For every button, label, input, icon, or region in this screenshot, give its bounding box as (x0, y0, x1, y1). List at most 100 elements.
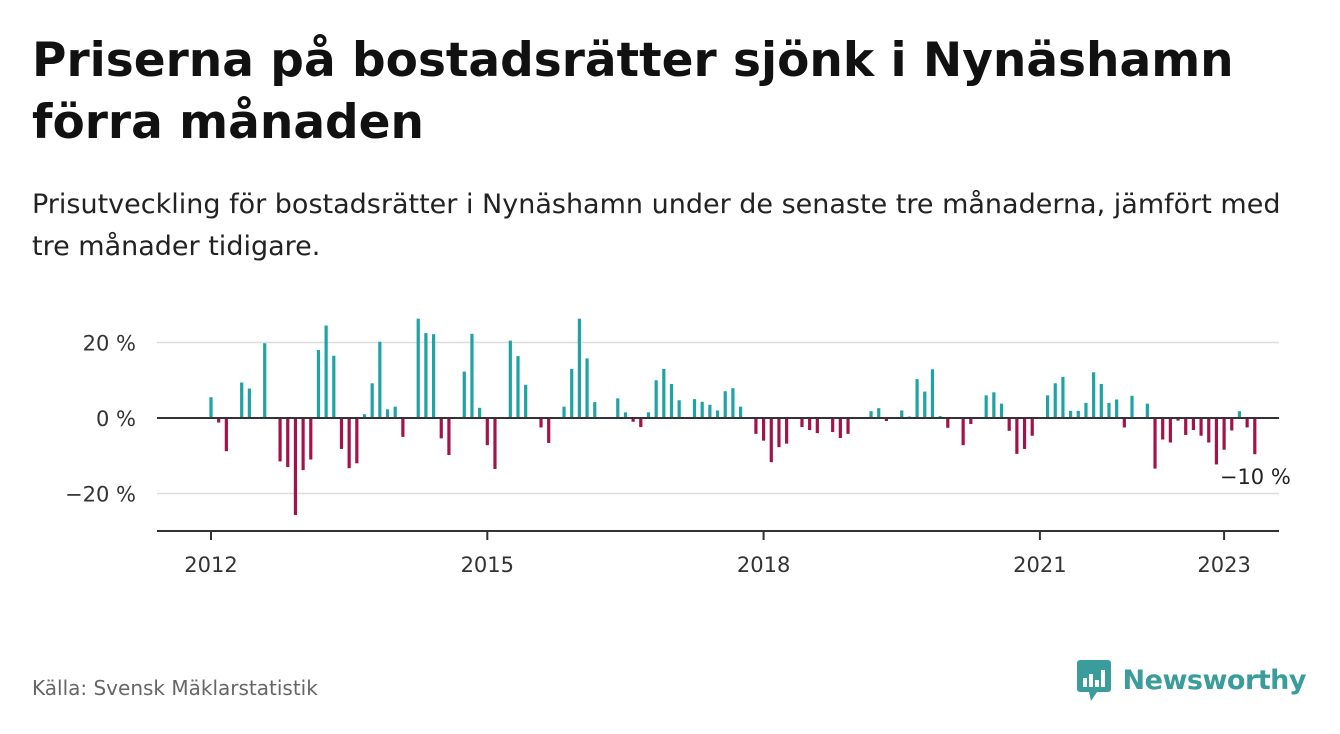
bar (247, 388, 251, 418)
bar (692, 399, 697, 418)
bar (1084, 402, 1088, 418)
bar (884, 418, 888, 422)
bar (662, 368, 666, 418)
bar (1099, 384, 1103, 418)
bar (1184, 418, 1188, 435)
bar (731, 388, 735, 418)
bar (815, 418, 819, 434)
bar (623, 412, 628, 418)
bar (301, 418, 305, 471)
bar (332, 355, 336, 418)
bar (723, 391, 727, 418)
bar (485, 418, 489, 446)
bar (1191, 418, 1195, 431)
bar (478, 407, 482, 418)
y-tick-label: −20 % (65, 483, 136, 507)
bar (1007, 418, 1011, 431)
chart-subtitle: Prisutveckling för bostadsrätter i Nynäs… (32, 189, 1281, 262)
bar (677, 400, 681, 418)
x-tick-label: 2021 (1013, 553, 1066, 577)
bar (263, 343, 267, 418)
bar (424, 333, 428, 418)
x-tick-label: 2015 (461, 553, 514, 577)
bar (1130, 395, 1134, 418)
bar (539, 418, 543, 428)
bar (831, 418, 835, 432)
bar (278, 418, 282, 462)
bar (217, 418, 221, 423)
bar (992, 392, 996, 418)
newsworthy-logo-icon (1076, 660, 1111, 701)
last-value-label: −10 % (1220, 465, 1291, 489)
chart-title: Priserna på bostadsrätter sjönk i Nynäsh… (32, 33, 1234, 150)
brand-logo[interactable]: Newsworthy (1076, 658, 1307, 702)
bar (631, 418, 635, 422)
bar (762, 418, 766, 441)
bar (961, 418, 965, 446)
bar (1076, 410, 1080, 418)
bar (447, 418, 451, 455)
x-tick-label: 2018 (737, 553, 790, 577)
bar (516, 356, 520, 418)
bar (547, 418, 551, 443)
bar (1030, 418, 1034, 436)
axis-labels: 20 % 0 % −20 % 2012 2015 2018 2021 2023 −10 % (65, 332, 1291, 578)
bar (1237, 411, 1242, 418)
bar (570, 368, 574, 418)
bar (1092, 372, 1096, 418)
bar (838, 418, 842, 439)
bar (808, 418, 812, 431)
bar (1207, 418, 1211, 443)
bar (1053, 383, 1057, 418)
bar (777, 418, 781, 448)
bar (946, 418, 950, 428)
bar (1168, 418, 1172, 443)
bar (1176, 418, 1180, 421)
bar (900, 410, 904, 418)
bar (1230, 418, 1234, 431)
bar (785, 418, 789, 444)
bar (877, 408, 881, 418)
bar (593, 402, 597, 418)
bar (1145, 403, 1149, 418)
bar (708, 404, 712, 418)
bar (1153, 418, 1157, 469)
bar (639, 418, 643, 428)
bar (362, 414, 367, 418)
bar-chart: 20 % 0 % −20 % 2012 2015 2018 2021 2023 −10 % (65, 318, 1291, 578)
bar (1045, 395, 1050, 418)
bar (439, 418, 443, 439)
gridlines (157, 341, 1279, 495)
x-tick-label: 2012 (184, 553, 237, 577)
bar (1115, 399, 1119, 418)
bar (969, 418, 973, 425)
bar (209, 397, 213, 418)
bar (493, 418, 497, 469)
x-tick-label: 2023 (1197, 553, 1250, 577)
brand-name: Newsworthy (1122, 664, 1307, 696)
bar (1022, 418, 1027, 449)
bar (370, 383, 374, 418)
bar (1199, 418, 1203, 436)
bar (355, 418, 359, 464)
bar (470, 333, 474, 418)
bar (1245, 418, 1249, 428)
bar (923, 391, 927, 418)
bar (646, 412, 651, 418)
bar (1222, 418, 1226, 450)
bar (339, 418, 344, 449)
bar (385, 409, 390, 418)
source-note: Källa: Svensk Mäklarstatistik (32, 676, 318, 700)
bar (1069, 410, 1073, 418)
bar (378, 341, 382, 418)
bar (769, 418, 773, 463)
axes (157, 417, 1279, 540)
y-tick-label: 20 % (83, 332, 136, 356)
bar (224, 418, 228, 452)
bar (1122, 418, 1126, 428)
bar (293, 418, 298, 516)
bar (401, 418, 405, 437)
bar (754, 418, 758, 434)
bar (286, 418, 290, 468)
bar (1107, 402, 1111, 418)
